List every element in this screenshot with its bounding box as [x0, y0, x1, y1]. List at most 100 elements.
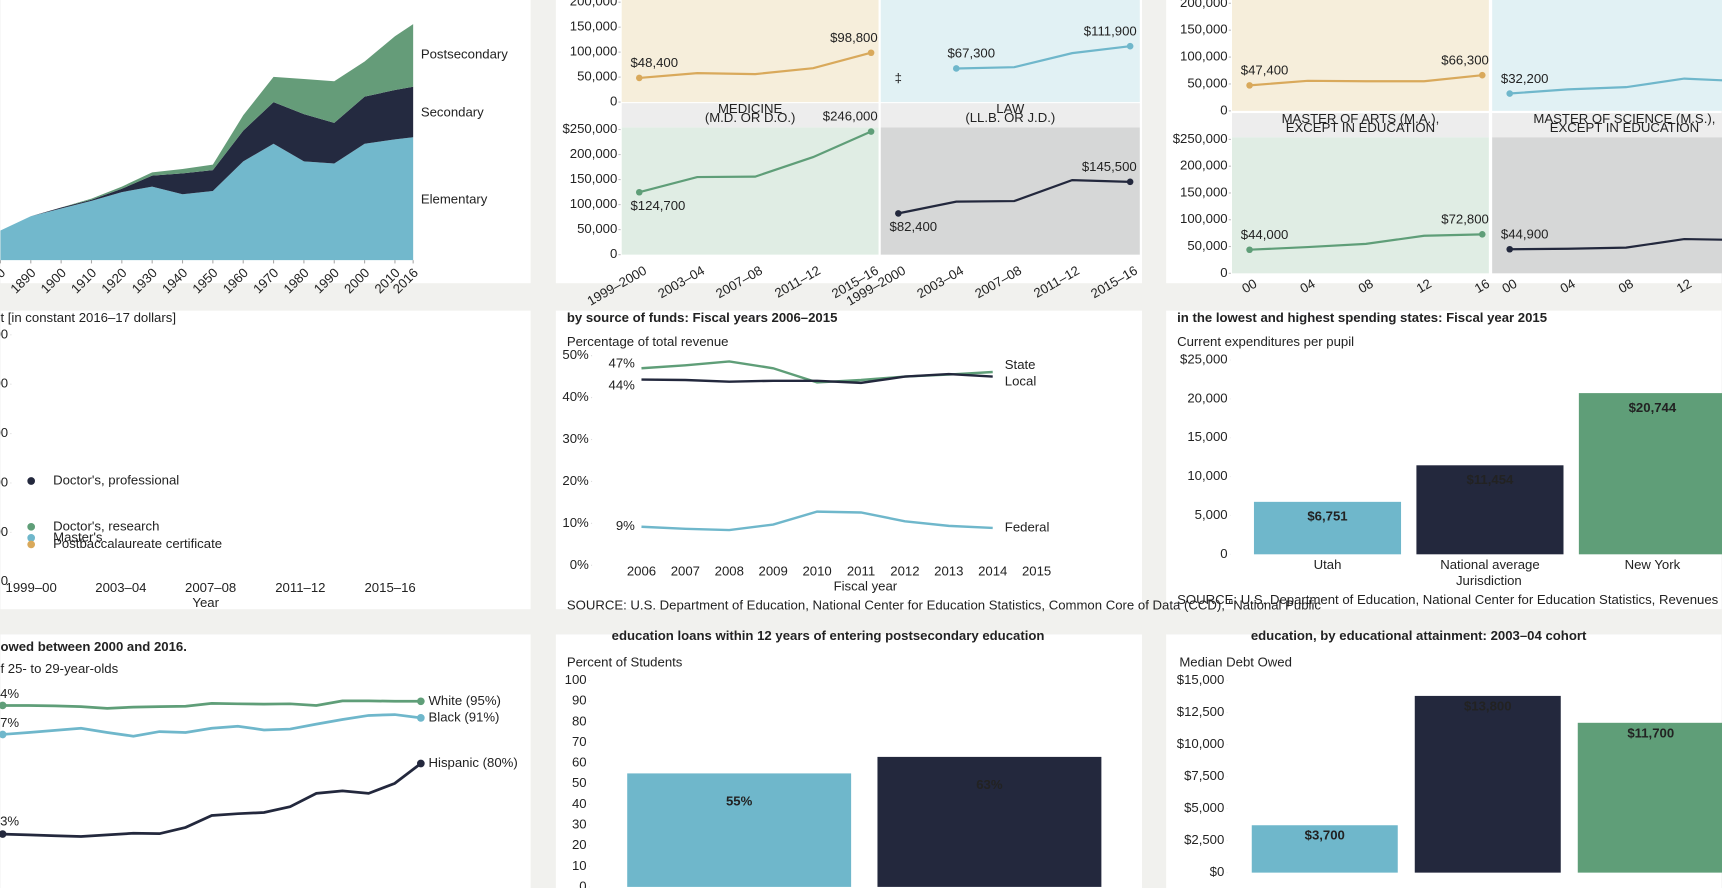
point [1478, 71, 1486, 79]
value-label: $82,400 [890, 219, 938, 234]
panel-background [1492, 0, 1722, 111]
panel-header [1492, 113, 1722, 138]
value-label: 9% [616, 518, 635, 533]
x-tick-label: 2007–08 [185, 580, 236, 595]
x-axis-title: Jurisdiction [1456, 573, 1522, 588]
panel-title: MASTER OF SCIENCE (M.S.), [1533, 111, 1715, 126]
x-tick-label: 08 [1616, 276, 1636, 296]
y-tick-label: 10 [572, 858, 587, 873]
point [0, 701, 7, 710]
x-tick-label: 2015–16 [364, 580, 415, 595]
y-tick-label: 50,000 [577, 69, 617, 84]
y-tick-label: 100 [565, 672, 587, 687]
value-label: $3,700 [1305, 828, 1345, 843]
panel-title: MEDICINE [718, 101, 783, 116]
y-tick-label: 100,000 [570, 44, 618, 59]
y-tick-label: 10,000 [1187, 468, 1227, 483]
line [1509, 237, 1722, 251]
x-tick-label: 2012 [890, 563, 919, 578]
series-label: Doctor's, professional [53, 472, 179, 487]
y-tick-label: 20 [572, 837, 587, 852]
value-label: 55% [726, 793, 753, 808]
value-label: $66,300 [1441, 52, 1489, 67]
series-label: Hispanic (80%) [429, 755, 518, 770]
x-tick-label: 2013 [934, 563, 963, 578]
line [638, 130, 872, 194]
bar [1578, 393, 1722, 555]
y-tick-label: 20,000 [1187, 390, 1227, 405]
y-tick-label: 100,000 [1180, 211, 1228, 226]
panel [0, 310, 531, 610]
line [2, 699, 421, 710]
note: ‡ [895, 71, 902, 86]
series-label: Federal [1005, 519, 1050, 534]
chart-subtitle: Percent of Students [567, 654, 683, 669]
panel-title: LAW [996, 101, 1025, 116]
panel-background [1232, 137, 1489, 274]
point [27, 534, 36, 542]
point [1506, 245, 1514, 253]
y-tick-label: 0 [1220, 102, 1227, 117]
y-tick-label: 50% [562, 347, 589, 362]
series-label: Master's [53, 529, 103, 544]
bar [1577, 722, 1722, 873]
line [956, 45, 1131, 70]
value-label: $44,900 [1501, 226, 1549, 241]
y-tick-label: 200,000 [570, 0, 618, 9]
y-tick-label: 40 [572, 796, 587, 811]
point [867, 128, 875, 135]
panel-background [1232, 0, 1489, 111]
y-tick-label: 50,000 [577, 221, 617, 236]
point [867, 49, 875, 57]
x-tick-label: 2014 [978, 563, 1007, 578]
y-tick-label: 200,000 [0, 376, 8, 391]
line [2, 762, 422, 838]
y-tick-label: 0 [1220, 265, 1227, 280]
y-tick-label: 200,000 [1180, 0, 1228, 10]
line [1509, 77, 1722, 95]
line [2, 713, 422, 738]
point [1126, 178, 1134, 186]
x-tick-label: 1999–00 [6, 580, 57, 595]
panel-header [621, 103, 879, 128]
panel-background [1492, 137, 1722, 274]
value-label: $124,700 [630, 198, 685, 213]
panel-title: (LL.B. OR J.D.) [965, 110, 1055, 125]
bar [1253, 501, 1402, 555]
y-tick-label: 100,000 [0, 474, 8, 489]
value-label: 44% [609, 378, 636, 393]
panel-background [880, 0, 1140, 103]
bar [1414, 695, 1561, 873]
legend-label: Postsecondary [421, 46, 508, 61]
x-axis-title: Fiscal year [834, 579, 898, 594]
x-axis-title: Year [192, 595, 219, 610]
y-tick-label: 5,000 [1195, 507, 1228, 522]
point [1506, 90, 1514, 97]
bar [877, 756, 1102, 887]
value-label: $11,454 [1467, 472, 1515, 487]
y-tick-label: 90 [572, 693, 587, 708]
line [898, 179, 1131, 215]
y-tick-label: 60 [572, 755, 587, 770]
value-label: $145,500 [1082, 159, 1137, 174]
value-label: 63% [976, 777, 1003, 792]
x-tick-label: 2010 [802, 563, 831, 578]
y-tick-label: 0 [1220, 546, 1227, 561]
y-tick-label: 70 [572, 734, 587, 749]
source-note: SOURCE: U.S. Department of Education, Na… [1177, 592, 1722, 607]
x-tick-label: 2006 [627, 563, 656, 578]
point [0, 730, 7, 739]
chart-subtitle: Median Debt Owed [1179, 654, 1292, 669]
x-tick-label: 16 [1472, 276, 1492, 296]
chart-subtitle: Current expenditures per pupil [1177, 334, 1354, 349]
x-tick-label: 2007 [671, 563, 700, 578]
y-tick-label: $0 [1210, 864, 1225, 879]
chart-title: t [in constant 2016–17 dollars] [0, 310, 176, 325]
point [417, 697, 425, 706]
value-label: 47% [609, 355, 636, 370]
chart-title: owed between 2000 and 2016. [0, 639, 186, 654]
point [0, 830, 7, 838]
series-label: Black (91%) [429, 709, 500, 724]
y-tick-label: 0 [610, 246, 617, 261]
chart-title: by source of funds: Fiscal years 2006–20… [567, 310, 838, 325]
